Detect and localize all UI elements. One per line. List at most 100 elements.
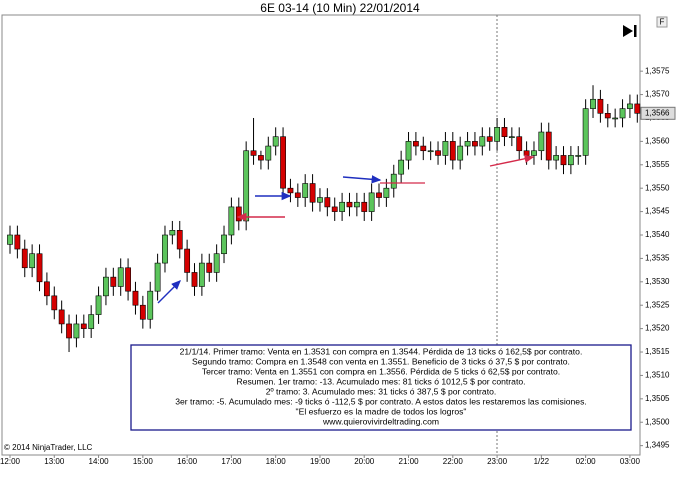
- candle-body: [95, 295, 102, 315]
- candle-body: [7, 234, 13, 245]
- candle-body: [346, 201, 353, 208]
- candle-body: [508, 136, 515, 139]
- x-tick-label: 1/22: [534, 457, 550, 466]
- y-tick-label: 1,3530: [645, 277, 670, 286]
- arrows: [157, 154, 535, 304]
- last-price-box: [640, 106, 676, 120]
- x-tick-label: 23:00: [487, 457, 508, 466]
- y-tick-label: 1,3555: [645, 160, 670, 169]
- candle-body: [132, 290, 139, 306]
- candle-body: [162, 234, 168, 264]
- candle-body: [309, 183, 316, 203]
- f-button[interactable]: [656, 16, 668, 28]
- candle-body: [191, 272, 198, 287]
- candle-body: [479, 136, 486, 147]
- candle-body: [383, 187, 390, 198]
- y-tick-label: 1,3550: [645, 183, 670, 192]
- y-tick-label: 1,3495: [645, 441, 670, 450]
- candle-body: [103, 276, 109, 297]
- candle-body: [368, 192, 375, 212]
- candle-body: [361, 201, 368, 212]
- candle-body: [582, 108, 589, 156]
- f-label: F: [660, 18, 665, 27]
- x-tick-label: 02:00: [576, 457, 597, 466]
- y-tick-label: 1,3505: [645, 394, 670, 403]
- y-tick-label: 1,3535: [645, 254, 670, 263]
- candle-body: [427, 150, 434, 153]
- note-line: 3er tramo: -5. Acumulado mes: -9 ticks ó…: [175, 396, 587, 406]
- candle-body: [390, 173, 397, 189]
- candle-body: [117, 267, 124, 287]
- candle-body: [66, 323, 72, 339]
- candle-body: [258, 155, 264, 161]
- candle-body: [272, 136, 279, 147]
- candle-body: [43, 281, 50, 297]
- y-tick-label: 1,3540: [645, 230, 670, 239]
- note-line: Tercer tramo: Venta en 1.3551 con compra…: [202, 366, 560, 376]
- candle-body: [221, 234, 227, 255]
- candle-body: [634, 103, 641, 114]
- candle-body: [29, 253, 36, 269]
- candle-body: [604, 112, 611, 119]
- candle-body: [597, 98, 604, 114]
- x-tick-label: 16:00: [177, 457, 198, 466]
- candle-body: [472, 141, 478, 147]
- note-box: [130, 344, 632, 431]
- y-tick-label: 1,3575: [645, 66, 670, 75]
- candle-body: [36, 253, 43, 283]
- candle-body: [213, 253, 220, 273]
- candle-body: [265, 145, 272, 161]
- x-tick-label: 19:00: [310, 457, 331, 466]
- candle-body: [294, 192, 301, 198]
- x-tick-label: 14:00: [89, 457, 110, 466]
- note-line: "El esfuerzo es la madre de todos los lo…: [296, 406, 467, 416]
- chart-title: 6E 03-14 (10 Min) 22/01/2014: [260, 1, 420, 15]
- candle-body: [51, 295, 58, 311]
- candle-body: [184, 248, 191, 273]
- candle-body: [317, 197, 323, 203]
- candle-body: [353, 201, 360, 208]
- x-tick-label: 21:00: [399, 457, 420, 466]
- candle-body: [110, 276, 117, 287]
- y-tick-label: 1,3570: [645, 90, 670, 99]
- candle-body: [331, 206, 338, 212]
- candle-body: [287, 187, 294, 194]
- candle-body: [553, 155, 560, 161]
- y-tick-label: 1,3525: [645, 300, 670, 309]
- note-line: 2º tramo: 3. Acumulado mes: 31 ticks ó 3…: [266, 386, 497, 396]
- candle-body: [80, 323, 87, 329]
- candle-body: [243, 150, 250, 222]
- note-line: Resumen. 1er tramo: -13. Acumulado mes: …: [237, 376, 526, 386]
- x-tick-label: 12:00: [0, 457, 21, 466]
- candle-body: [545, 131, 552, 161]
- x-tick-label: 18:00: [266, 457, 287, 466]
- candle-body: [324, 197, 331, 208]
- candle-body: [376, 192, 382, 198]
- candle-body: [560, 155, 567, 166]
- candle-body: [139, 304, 146, 320]
- candle-body: [412, 141, 419, 147]
- candle-body: [464, 141, 471, 147]
- arrow: [342, 175, 382, 184]
- candle-body: [449, 141, 456, 161]
- copyright: © 2014 NinjaTrader, LLC: [4, 443, 93, 452]
- candle-body: [612, 117, 619, 120]
- candle-body: [575, 155, 582, 157]
- note-line: 21/1/14. Primer tramo: Venta en 1.3531 c…: [180, 346, 583, 356]
- y-tick-label: 1,3515: [645, 347, 670, 356]
- y-tick-label: 1,3560: [645, 136, 670, 145]
- candle-body: [405, 141, 412, 161]
- arrow: [157, 280, 181, 304]
- candle-body: [627, 103, 633, 109]
- candle-body: [228, 206, 235, 236]
- candles: [7, 85, 641, 353]
- candle-body: [235, 206, 242, 222]
- candle-body: [531, 150, 537, 156]
- play-icon: [623, 25, 637, 37]
- candle-body: [250, 150, 257, 156]
- candle-body: [516, 136, 523, 152]
- candle-body: [523, 150, 530, 156]
- y-tick-label: 1,3545: [645, 207, 670, 216]
